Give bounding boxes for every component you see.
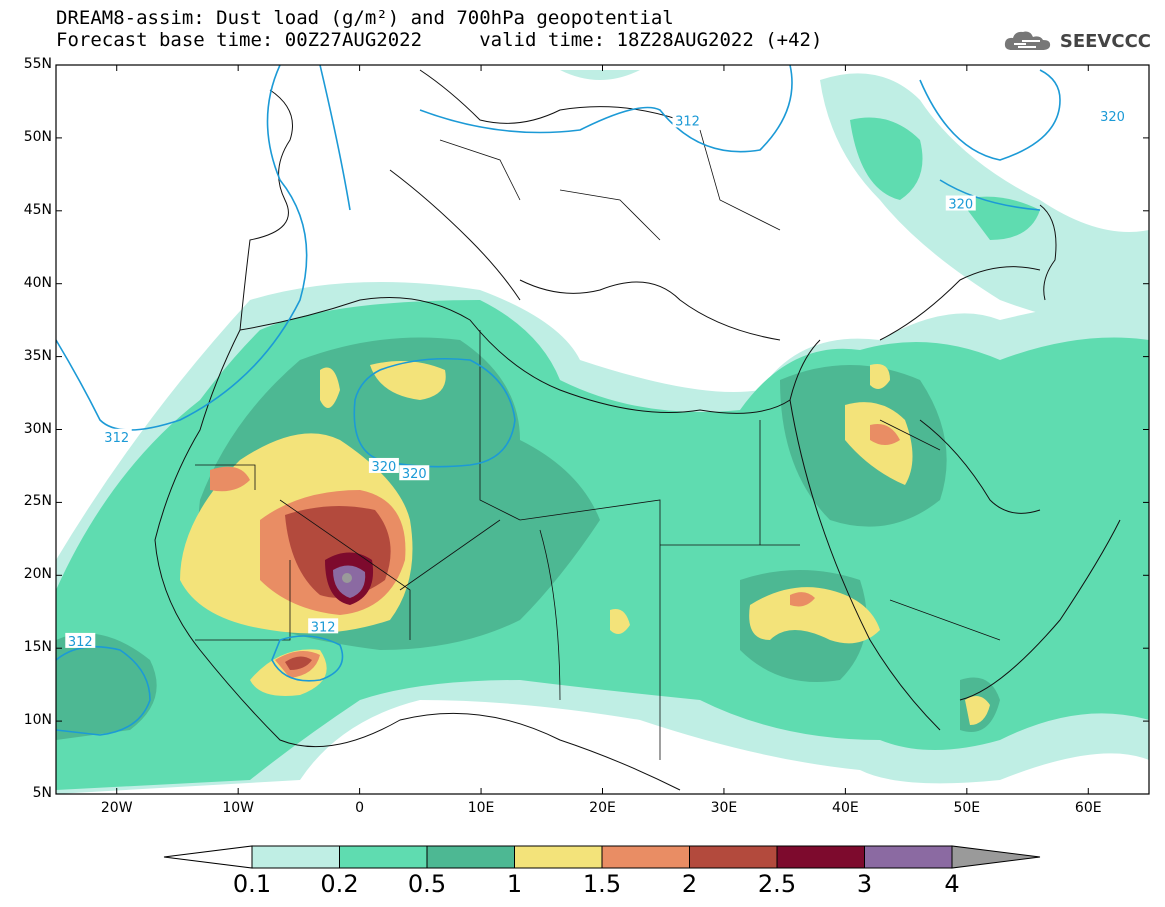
lon-tick-label: 10E [467,800,495,816]
lat-tick-label: 50N [23,128,52,145]
contour-312-west [56,65,308,431]
map-subtitle: Forecast base time: 00Z27AUG2022 valid t… [56,29,823,51]
contour-312-north [419,65,793,153]
lat-tick-label: 20N [23,566,52,583]
map-title: DREAM8-assim: Dust load (g/m²) and 700hP… [56,7,674,29]
lat-tick-label: 55N [23,56,52,72]
lon-tick-label: 40E [832,800,859,816]
dust-peak [342,573,352,583]
plot-area: 312 320 320 312 320 320 312 312 [56,65,1149,794]
borders [195,129,1001,760]
colorbar-swatch [426,845,515,869]
colorbar [163,845,1041,869]
contour-320-caspian [939,179,1041,211]
svg-text:320: 320 [948,198,973,213]
lat-tick-label: 5N [32,785,52,801]
colorbar-swatch [864,845,953,869]
axis-ticks [56,64,1149,795]
lat-tick-label: 25N [23,493,52,510]
colorbar-label: 2.5 [757,870,797,898]
contour-label: 320 [1097,108,1128,125]
seevccc-logo: SEEVCCC [1002,28,1151,54]
lat-tick-label: 10N [23,712,52,729]
colorbar-swatch [776,845,865,869]
colorbar-label: 3 [856,870,873,898]
lat-tick-label: 35N [23,347,52,364]
svg-text:312: 312 [68,635,93,650]
contour-320-west [319,65,351,211]
colorbar-label: 0.1 [232,870,272,898]
lon-tick-label: 10W [222,800,254,816]
svg-text:312: 312 [675,114,700,129]
coastlines [154,69,1121,791]
colorbar-swatch [514,845,603,869]
contour-label: 320 [368,457,399,475]
contour-labels: 312 320 320 312 320 320 312 312 [65,108,1128,650]
colorbar-swatch [339,845,428,869]
contour-label: 312 [672,112,703,129]
lon-tick-label: 0 [355,800,365,816]
contour-320-northeast [919,69,1061,161]
colorbar-label: 1.5 [582,870,622,898]
lon-tick-label: 20W [100,800,133,816]
cloud-icon [1004,31,1050,50]
contour-label: 320 [945,195,976,213]
svg-text:320: 320 [402,467,427,482]
lat-tick-label: 40N [23,274,52,291]
colorbar-label: 0.5 [407,870,447,898]
colorbar-label: 4 [944,870,960,898]
lat-tick-label: 30N [23,420,52,437]
colorbar-under-triangle [163,845,253,869]
lat-tick-label: 15N [23,639,52,656]
contour-label: 312 [65,632,96,650]
lat-tick-label: 45N [23,201,52,218]
colorbar-swatch [251,845,340,869]
contour-label: 320 [399,465,430,482]
colorbar-swatch [601,845,690,869]
contour-label: 312 [308,618,339,635]
contour-312-sahel [271,635,344,682]
contour-320-sahara [353,357,516,468]
colorbar-swatch [689,845,778,869]
colorbar-over-triangle [951,845,1041,869]
colorbar-label: 0.2 [320,870,359,898]
svg-text:320: 320 [371,460,396,475]
lon-tick-label: 60E [1074,800,1102,816]
lon-tick-label: 50E [953,800,981,816]
lon-tick-label: 20E [589,800,616,816]
lon-tick-label: 30E [710,800,738,816]
colorbar-label: 2 [681,870,698,898]
colorbar-label: 1 [506,870,523,898]
svg-text:320: 320 [1100,110,1125,125]
svg-text:312: 312 [104,431,129,446]
svg-text:312: 312 [311,620,336,635]
logo-text: SEEVCCC [1059,30,1151,52]
contour-label: 312 [101,428,132,446]
